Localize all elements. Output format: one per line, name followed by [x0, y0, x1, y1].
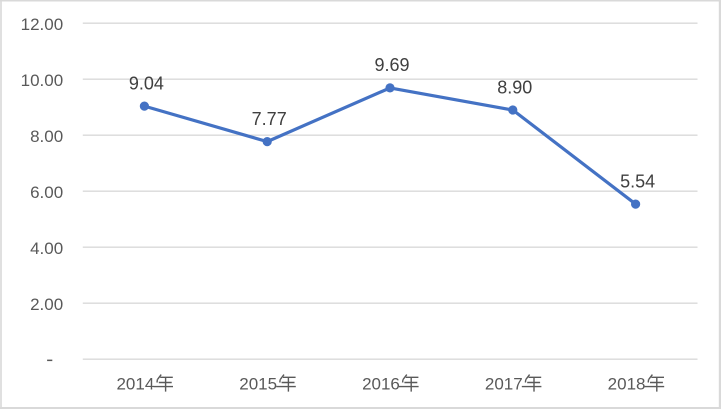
svg-text:6.00: 6.00 — [30, 183, 63, 202]
svg-text:2014: 2014 — [116, 375, 154, 394]
svg-text:2015: 2015 — [239, 375, 277, 394]
svg-text:2016: 2016 — [362, 375, 400, 394]
svg-text:2017: 2017 — [485, 375, 523, 394]
svg-text:2018: 2018 — [608, 375, 646, 394]
svg-text:7.77: 7.77 — [252, 109, 287, 129]
svg-text:9.04: 9.04 — [129, 73, 164, 93]
svg-text:4.00: 4.00 — [30, 239, 63, 258]
svg-text:5.54: 5.54 — [620, 171, 655, 191]
svg-text:8.90: 8.90 — [497, 77, 532, 97]
svg-text:10.00: 10.00 — [21, 71, 64, 90]
svg-text:9.69: 9.69 — [374, 55, 409, 75]
svg-text:12.00: 12.00 — [21, 15, 64, 34]
svg-text:2.00: 2.00 — [30, 295, 63, 314]
svg-text:8.00: 8.00 — [30, 127, 63, 146]
